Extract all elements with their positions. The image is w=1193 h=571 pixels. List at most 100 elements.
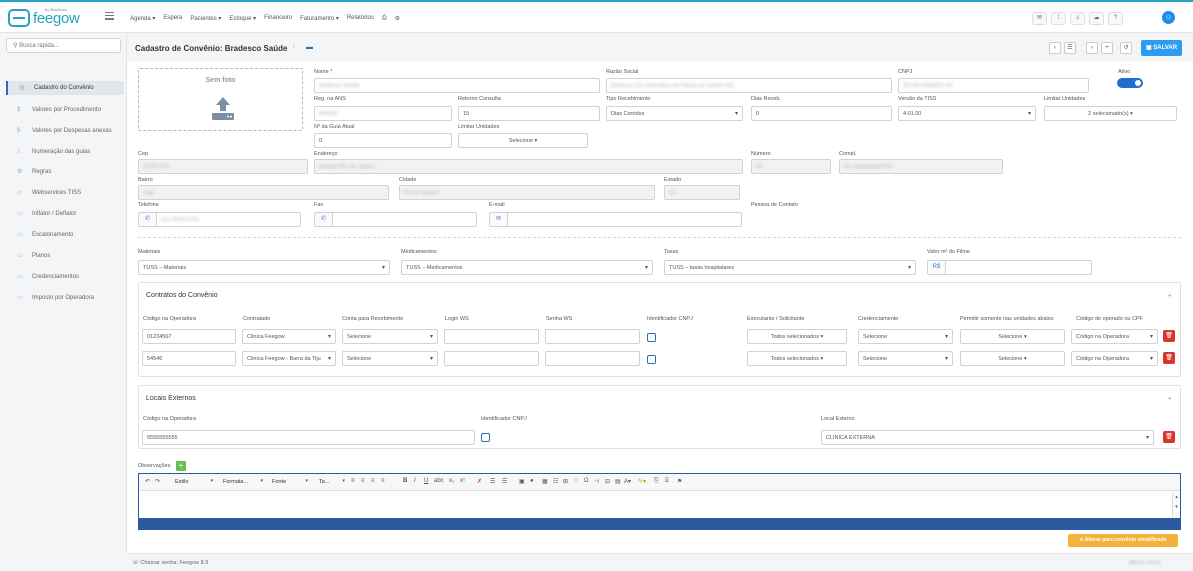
email-field[interactable]: ✉ <box>489 212 742 227</box>
conta-select[interactable]: Selecione <box>342 351 438 366</box>
tipo-receb-select[interactable]: Dias Corridos <box>606 106 743 121</box>
align-justify-icon[interactable]: ≡ <box>381 478 385 484</box>
nav-relatorios[interactable]: Relatórios <box>346 15 374 21</box>
cod-op-select[interactable]: Código na Operadora <box>1071 351 1158 366</box>
sidebar-item-imposto[interactable]: ▭ Imposto por Operadora <box>6 291 124 305</box>
limitar-unidades2-select[interactable]: Selecione ▾ <box>458 133 588 148</box>
codigo-operadora-field[interactable]: 01234567 <box>142 329 236 344</box>
strikethrough-icon[interactable]: abc <box>434 478 444 484</box>
guia-field[interactable]: 0 <box>314 133 452 148</box>
nav-pacientes[interactable]: Pacientes ▾ <box>190 16 222 22</box>
nav-financeiro[interactable]: Financeiro <box>264 15 293 21</box>
bold-icon[interactable]: B <box>403 478 408 484</box>
contratado-select[interactable]: Clinica Feegow - Barra da Tiju <box>242 351 336 366</box>
mail-icon[interactable]: ✉ <box>1032 12 1047 25</box>
omega-icon[interactable]: Ω <box>584 478 589 484</box>
numero-field[interactable]: 00 <box>751 159 831 174</box>
add-button[interactable]: + <box>1101 42 1113 54</box>
nav-faturamento[interactable]: Faturamento ▾ <box>300 16 339 22</box>
codigo-operadora-field[interactable]: 54546 <box>142 351 236 366</box>
add-observacao-icon[interactable]: + <box>176 461 186 471</box>
executante-select[interactable]: Todos selecionados ▾ <box>747 351 847 366</box>
next-button[interactable]: › <box>1086 42 1098 54</box>
search-input[interactable]: ⚲ Busca rápida... <box>6 38 121 53</box>
cidade-field[interactable]: Rio de Janeiro <box>399 185 655 200</box>
nome-field[interactable]: Bradesco Saúde <box>314 78 600 93</box>
sidebar-item-valores-procedimento[interactable]: $ Valores por Procedimento <box>6 103 124 117</box>
photo-upload[interactable]: Sem foto <box>138 68 303 131</box>
versao-tiss-select[interactable]: 4.01.00 <box>898 106 1036 121</box>
sidebar-item-numeracao[interactable]: ⁞⁞ Numeração das guias <box>6 145 124 159</box>
highlight-icon[interactable]: ✎▾ <box>638 479 647 485</box>
locais-codigo-field[interactable]: 5555555555 <box>142 430 475 445</box>
queue-icon[interactable]: ⁞ <box>1051 12 1066 25</box>
nav-espera[interactable]: Espera <box>163 15 183 21</box>
sidebar-item-regras[interactable]: ⚙ Regras <box>6 165 124 179</box>
estilo-dropdown[interactable]: Estilo <box>172 477 214 488</box>
user-avatar-icon[interactable]: ☺ <box>1162 11 1175 24</box>
reg-ans-field[interactable]: 000000 <box>314 106 452 121</box>
image-icon[interactable]: ▣ <box>519 479 525 485</box>
permitir-select[interactable]: Selecione ▾ <box>960 351 1065 366</box>
settings-icon[interactable]: ⚙ <box>394 16 401 22</box>
bullet-list-icon[interactable]: ☰ <box>490 479 496 485</box>
source-icon[interactable]: ⌸ <box>665 478 669 484</box>
local-externo-select[interactable]: CLINICA EXTERNA <box>821 430 1154 445</box>
sidebar-item-inflator[interactable]: ▭ Inflator / Deflator <box>6 207 124 221</box>
subscript-icon[interactable]: x₁ <box>449 478 455 484</box>
credenciamento-select[interactable]: Selecione <box>858 329 953 344</box>
observacoes-editor[interactable]: ↶ ↷ Estilo Formata... Fonte Ta... ≡ ≡ ≡ … <box>138 473 1181 530</box>
cep-field[interactable]: 22631-075 <box>138 159 308 174</box>
alterar-convenio-simplificado-button[interactable]: ⊙ Alterar para convênio simplificado <box>1068 534 1178 547</box>
endereco-field[interactable]: Avenida Rio de Janeiro <box>314 159 743 174</box>
sidebar-item-cadastro[interactable]: ▤ Cadastro do Convênio <box>6 81 124 95</box>
formato-dropdown[interactable]: Formata... <box>220 477 264 488</box>
cod-op-select[interactable]: Código na Operadora <box>1071 329 1158 344</box>
align-right-icon[interactable]: ≡ <box>371 478 375 484</box>
sidebar-item-credenciamentos[interactable]: ▭ Credenciamentos <box>6 270 124 284</box>
italic-icon[interactable]: I <box>414 478 416 484</box>
locais-ident-checkbox[interactable] <box>481 433 490 442</box>
align-center-icon[interactable]: ≡ <box>361 478 365 484</box>
trash-icon[interactable]: 🗑 <box>1163 352 1175 364</box>
add-contrato-icon[interactable]: + <box>1167 291 1172 300</box>
redo-icon[interactable]: ↷ <box>155 479 161 485</box>
alterar-tema-link[interactable]: Alterar Tema <box>1129 560 1161 566</box>
add-local-icon[interactable]: + <box>1167 394 1172 403</box>
valor-filme-field[interactable]: R$ <box>927 260 1092 275</box>
fax-field[interactable]: ✆ <box>314 212 477 227</box>
flag-icon[interactable]: ⚑ <box>677 479 683 485</box>
ident-cnpj-checkbox[interactable] <box>647 355 656 364</box>
ident-cnpj-checkbox[interactable] <box>647 333 656 342</box>
text-color-icon[interactable]: A▾ <box>624 479 632 485</box>
bell-icon[interactable]: ♫ <box>1070 12 1085 25</box>
feegow-logo[interactable]: feegow by Bradesco <box>8 7 80 27</box>
help-icon[interactable]: ? <box>1108 12 1123 25</box>
history-icon[interactable]: ↺ <box>1120 42 1132 54</box>
dias-receb-field[interactable]: 0 <box>751 106 892 121</box>
menu-toggle-icon[interactable] <box>105 12 114 22</box>
print-icon[interactable]: ⎙ <box>381 15 387 21</box>
limitar-unidades-select[interactable]: 2 selecionado(s) ▾ <box>1044 106 1177 121</box>
table-icon[interactable]: ▦ <box>542 479 548 485</box>
contratado-select[interactable]: Clinica Feegow <box>242 329 336 344</box>
undo-icon[interactable]: ↶ <box>145 479 151 485</box>
hr-icon[interactable]: ☷ <box>553 479 559 485</box>
editor-scrollbar[interactable]: ▴ ▾ <box>1172 492 1180 518</box>
media-icon[interactable]: ● <box>530 478 534 484</box>
retorno-field[interactable]: 15 <box>458 106 600 121</box>
sidebar-item-planos[interactable]: ▭ Planos <box>6 249 124 263</box>
senha-ws-field[interactable] <box>545 329 640 344</box>
prev-button[interactable]: ‹ <box>1049 42 1061 54</box>
executante-select[interactable]: Todos selecionados ▾ <box>747 329 847 344</box>
taxas-select[interactable]: TUSS – taxas hospitalares <box>664 260 916 275</box>
sidebar-item-escalonamento[interactable]: ▭ Escalonamento <box>6 228 124 242</box>
list-button[interactable]: ☰ <box>1064 42 1076 54</box>
doc-icon[interactable]: ▤ <box>615 479 621 485</box>
cnpj-field[interactable]: 00.000.000/0001-00 <box>898 78 1089 93</box>
conta-select[interactable]: Selecione <box>342 329 438 344</box>
compl-field[interactable]: Ed. Empresarial Rio <box>839 159 1003 174</box>
bairro-field[interactable]: Caju <box>138 185 389 200</box>
senha-ws-field[interactable] <box>545 351 640 366</box>
telefone-field[interactable]: ✆ (21) 4004-2700 <box>138 212 301 227</box>
